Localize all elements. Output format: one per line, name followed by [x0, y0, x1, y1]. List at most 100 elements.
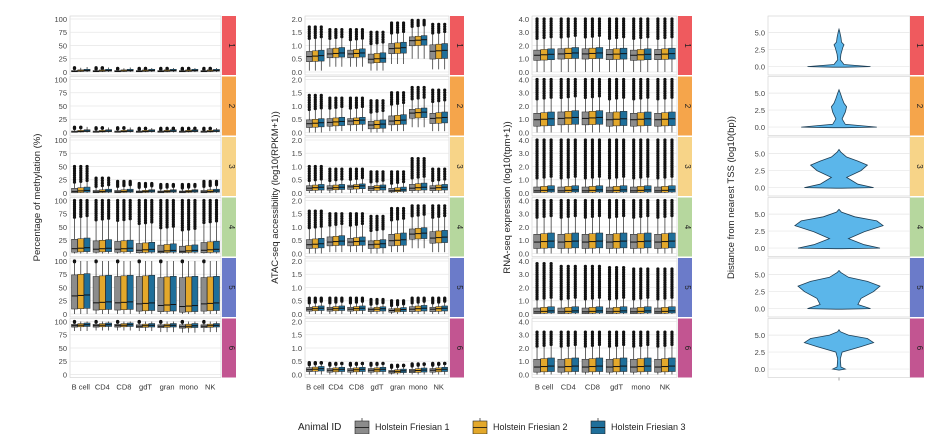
box-body — [605, 307, 614, 314]
violin-shape — [804, 148, 874, 189]
outlier-point — [375, 170, 379, 174]
outlier-point — [573, 89, 577, 93]
outlier-point — [566, 278, 570, 282]
outlier-point — [542, 330, 546, 334]
outlier-point — [389, 177, 394, 181]
outlier-point — [670, 82, 674, 86]
outlier-point — [566, 337, 570, 341]
outlier-point — [573, 77, 577, 82]
outlier-point — [622, 84, 626, 88]
outlier-point — [143, 214, 148, 218]
outlier-point — [307, 29, 311, 34]
outlier-point — [656, 198, 660, 203]
outlier-point — [566, 210, 570, 214]
outlier-point — [443, 206, 447, 210]
outlier-point — [369, 103, 373, 107]
y-tick-label: 4.0 — [519, 136, 529, 145]
outlier-point — [663, 201, 667, 205]
outlier-point — [307, 174, 311, 178]
outlier-point — [307, 98, 311, 102]
outlier-point — [143, 201, 148, 205]
outlier-point — [381, 99, 385, 103]
outlier-point — [663, 334, 667, 339]
outlier-point — [632, 162, 636, 167]
outlier-point — [622, 17, 626, 21]
outlier-point — [639, 287, 643, 291]
y-tick-label: 0 — [63, 68, 67, 77]
outlier-point — [663, 276, 667, 280]
violin-shape — [794, 208, 884, 250]
facet-strip — [450, 258, 464, 317]
outlier-point — [94, 319, 98, 324]
outlier-point — [443, 361, 447, 365]
outlier-point — [72, 169, 77, 173]
outlier-point — [389, 91, 394, 95]
outlier-point — [639, 87, 643, 91]
outlier-point — [614, 89, 619, 93]
outlier-point — [639, 205, 643, 209]
outlier-point — [549, 91, 553, 95]
outlier-point — [614, 91, 619, 96]
outlier-point — [348, 214, 353, 218]
outlier-point — [100, 198, 104, 203]
outlier-point — [187, 198, 191, 203]
box-body — [179, 245, 186, 254]
outlier-point — [107, 203, 111, 207]
outlier-point — [632, 154, 636, 158]
box-body — [661, 233, 669, 249]
outlier-point — [663, 89, 667, 93]
facet-strip-label: 5 — [227, 285, 236, 290]
outlier-point — [542, 341, 546, 345]
outlier-point — [670, 138, 674, 142]
box-body — [120, 240, 128, 253]
outlier-point — [549, 28, 553, 32]
outlier-point — [607, 138, 612, 142]
outlier-point — [348, 28, 353, 32]
box-body — [388, 115, 395, 126]
outlier-point — [94, 126, 98, 130]
outlier-point — [334, 167, 338, 171]
outlier-point — [622, 275, 626, 279]
y-tick-label: 1.5 — [292, 210, 302, 219]
outlier-point — [583, 264, 587, 268]
outlier-point — [632, 332, 636, 337]
outlier-point — [583, 174, 587, 178]
outlier-point — [583, 171, 587, 176]
outlier-point — [431, 204, 435, 208]
outlier-point — [632, 149, 636, 153]
outlier-point — [128, 205, 132, 209]
outlier-point — [573, 280, 577, 284]
outlier-point — [395, 206, 400, 211]
facet-strip — [450, 16, 464, 75]
outlier-point — [535, 176, 539, 180]
outlier-point — [639, 276, 643, 280]
y-tick-label: 1.0 — [519, 357, 529, 366]
outlier-point — [639, 334, 643, 339]
outlier-point — [187, 203, 191, 207]
outlier-point — [646, 86, 650, 90]
outlier-point — [583, 91, 587, 95]
outlier-point — [590, 285, 595, 289]
outlier-point — [202, 212, 206, 216]
outlier-point — [590, 266, 595, 271]
outlier-point — [116, 209, 120, 214]
box-body — [644, 306, 652, 314]
outlier-point — [348, 223, 353, 227]
outlier-point — [328, 216, 332, 220]
outlier-point — [622, 138, 626, 142]
y-tick-label: 100 — [54, 196, 67, 205]
outlier-point — [389, 206, 394, 211]
outlier-point — [597, 138, 602, 142]
outlier-point — [566, 276, 570, 280]
outlier-point — [590, 273, 595, 277]
outlier-point — [663, 205, 667, 209]
outlier-point — [607, 283, 612, 288]
y-tick-label: 25 — [59, 115, 67, 124]
outlier-point — [137, 126, 141, 130]
box-body — [564, 307, 572, 314]
outlier-point — [614, 17, 619, 21]
outlier-point — [381, 101, 385, 105]
box-body — [547, 185, 555, 193]
box-body — [142, 275, 149, 312]
outlier-point — [607, 332, 612, 337]
